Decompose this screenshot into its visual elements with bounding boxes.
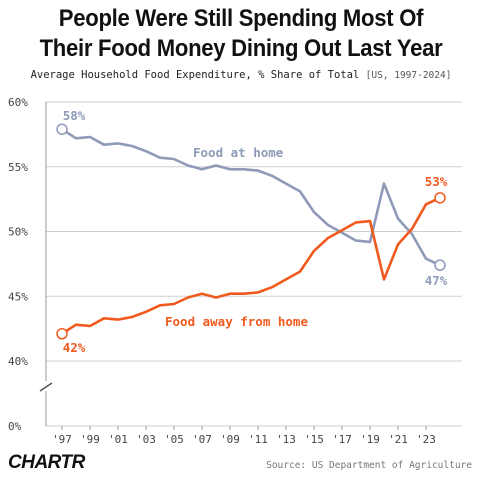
series-line (61, 196, 441, 335)
chart-subtitle: Average Household Food Expenditure, % Sh… (0, 69, 482, 81)
x-tick-label: '05 (164, 433, 184, 446)
end-value-label: 47% (425, 273, 448, 288)
series-label-home: Food at home (193, 145, 284, 160)
x-tick-label: '03 (136, 433, 156, 446)
start-value-label: 42% (63, 340, 86, 355)
end-point-marker (434, 192, 446, 204)
series-line (61, 128, 441, 267)
x-tick-label: '13 (276, 433, 296, 446)
series-label-away: Food away from home (165, 314, 308, 329)
chart-title-line-2: Their Food Money Dining Out Last Year (39, 35, 443, 62)
chart-subtitle-text: Average Household Food Expenditure, % Sh… (30, 69, 360, 81)
y-tick-label: 60% (8, 96, 28, 109)
y-tick-label: 0% (8, 420, 22, 433)
start-value-label: 58% (63, 108, 86, 123)
x-tick-label: '09 (220, 433, 240, 446)
chart-title: People Were Still Spending Most Of Their… (19, 4, 462, 64)
start-point-marker (56, 328, 68, 340)
x-tick-label: '17 (332, 433, 352, 446)
chart-subtitle-note: [US, 1997-2024] (365, 70, 452, 81)
chart-title-line-1: People Were Still Spending Most Of (58, 5, 424, 32)
x-tick-label: '21 (388, 433, 408, 446)
x-tick-label: '01 (108, 433, 128, 446)
y-tick-label: 40% (8, 355, 28, 368)
start-point-marker (56, 123, 68, 135)
x-tick-label: '97 (52, 433, 72, 446)
x-tick-label: '19 (360, 433, 380, 446)
x-tick-label: '23 (416, 433, 436, 446)
x-tick-label: '07 (192, 433, 212, 446)
chartr-logo: CHARTR (8, 452, 85, 473)
y-tick-label: 45% (8, 290, 28, 303)
x-tick-label: '11 (248, 433, 268, 446)
end-value-label: 53% (425, 174, 448, 189)
axis-break-mark (39, 382, 53, 392)
y-tick-label: 50% (8, 226, 28, 239)
end-point-marker (434, 259, 446, 271)
source-note: Source: US Department of Agriculture (266, 460, 472, 471)
x-tick-label: '99 (80, 433, 100, 446)
x-tick-label: '15 (304, 433, 324, 446)
y-tick-label: 55% (8, 161, 28, 174)
